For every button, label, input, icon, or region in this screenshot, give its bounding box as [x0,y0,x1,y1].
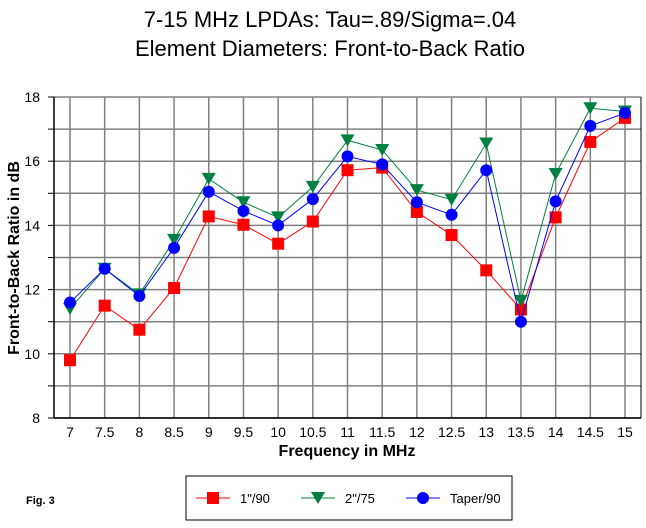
series-group [63,102,632,367]
data-point [306,215,319,228]
x-tick-label: 12.5 [438,424,465,440]
x-tick-label: 12 [409,424,425,440]
y-tick-label: 10 [24,346,40,362]
legend-marker [417,492,429,504]
data-point [272,237,285,250]
chart-title-line-2: Element Diameters: Front-to-Back Ratio [135,36,525,61]
data-point [480,264,493,277]
data-point [584,135,597,148]
data-point [549,211,562,224]
legend-marker [207,492,219,504]
data-point [202,185,215,198]
data-point [64,354,76,367]
y-tick-label: 12 [24,282,40,298]
figure-note: Fig. 3 [26,495,55,507]
legend-label: Taper/90 [450,491,501,506]
data-point [410,205,423,218]
x-tick-label: 11.5 [369,424,395,440]
data-point [202,210,215,223]
legend: 1"/90 2"/75 Taper/90 [196,491,501,506]
legend-box [185,475,513,521]
x-tick-label: 10.5 [299,424,326,440]
data-point [236,196,251,209]
x-tick-label: 8.5 [164,424,184,440]
x-tick-label: 9.5 [234,424,254,440]
x-tick-label: 14 [548,424,564,440]
data-point [376,158,389,171]
data-point [583,102,598,115]
data-point [445,208,458,221]
x-tick-label: 13 [478,424,494,440]
ticks: 8 10 12 14 16 18 7 7.5 8 8.5 9 9.5 10 10.5 11 11.5 12 12.… [24,89,633,440]
data-point [64,296,76,309]
legend-label: 1"/90 [240,491,270,506]
data-point [305,180,320,193]
data-point [584,119,597,132]
data-point [237,204,250,217]
data-point [237,218,250,231]
x-tick-label: 11 [340,424,355,440]
data-point [410,196,423,209]
grid [53,96,642,419]
data-point [168,281,181,294]
x-tick-label: 13.5 [507,424,534,440]
data-point [445,229,458,242]
data-point [480,164,493,177]
data-point [133,323,146,336]
data-point [479,137,494,150]
data-point [271,211,286,224]
legend-marker [311,492,325,504]
data-point [341,164,354,177]
data-point [444,193,459,206]
y-tick-label: 8 [32,410,40,426]
y-tick-label: 14 [24,217,40,233]
data-point [548,168,563,181]
data-point [375,143,390,156]
data-point [514,315,527,328]
data-point [341,150,354,163]
y-tick-label: 16 [24,153,40,169]
x-tick-label: 14.5 [577,424,604,440]
legend-label: 2"/75 [345,491,375,506]
data-point [409,184,424,197]
x-tick-label: 9 [205,424,213,440]
x-tick-label: 10 [270,424,286,440]
data-point [98,262,111,275]
series-2 [64,107,631,328]
x-axis-label: Frequency in MHz [279,443,416,460]
data-point [513,294,528,307]
x-tick-label: 7 [66,424,74,440]
data-point [168,241,181,254]
x-tick-label: 15 [617,424,633,440]
x-tick-label: 8 [135,424,143,440]
data-point [340,134,355,147]
data-point [201,172,216,185]
y-axis-label: Front-to-Back Ratio in dB [6,161,23,355]
data-point [272,219,285,232]
chart-title-line-1: 7-15 MHz LPDAs: Tau=.89/Sigma=.04 [144,7,517,32]
data-point [133,290,146,303]
data-point [549,195,562,208]
data-point [98,299,111,312]
data-point [306,193,319,206]
data-point [167,233,182,246]
data-point [619,107,631,120]
y-tick-label: 18 [24,89,40,105]
x-tick-label: 7.5 [95,424,115,440]
